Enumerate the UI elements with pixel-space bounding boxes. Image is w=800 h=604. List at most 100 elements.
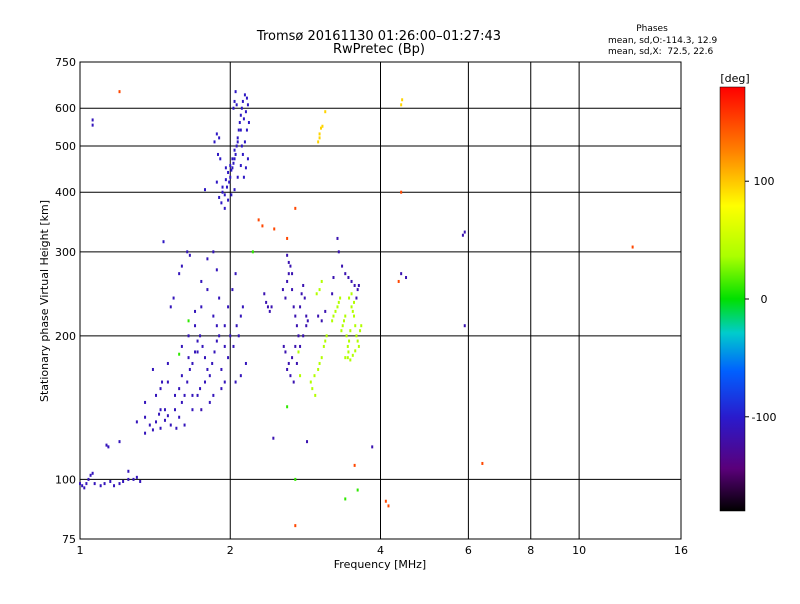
data-point	[286, 405, 289, 409]
y-tick-labels: 75 100 200 300 400 500 600 750	[55, 56, 76, 546]
data-point	[339, 296, 342, 300]
data-point	[172, 296, 175, 300]
data-point	[215, 324, 218, 328]
data-point	[227, 305, 230, 309]
data-point	[320, 319, 323, 323]
data-point	[356, 288, 359, 292]
data-point	[241, 99, 244, 103]
data-point	[186, 380, 189, 384]
data-point	[317, 367, 320, 371]
data-point	[173, 408, 176, 412]
data-point	[118, 482, 121, 486]
data-point	[223, 380, 226, 384]
chart-subtitle: RwPretec (Bp)	[333, 42, 425, 57]
y-tick-label: 100	[55, 473, 76, 486]
data-point	[213, 350, 216, 354]
y-tick-label: 400	[55, 186, 76, 199]
data-point	[183, 393, 186, 397]
data-point	[223, 324, 226, 328]
data-point	[321, 124, 324, 128]
data-point	[83, 486, 86, 490]
data-point	[227, 198, 230, 202]
data-point	[347, 350, 350, 354]
data-point	[183, 423, 186, 427]
data-point	[286, 236, 289, 240]
data-point	[196, 339, 199, 343]
data-point	[234, 90, 237, 94]
data-point	[318, 132, 321, 136]
phases-mean-x: mean, sd,X: 72.5, 22.6	[608, 47, 714, 57]
data-point	[155, 393, 158, 397]
data-point	[237, 128, 240, 132]
colorbar	[719, 86, 746, 512]
data-point	[215, 339, 218, 343]
data-point	[144, 415, 147, 419]
data-point	[188, 253, 191, 257]
data-point	[405, 276, 408, 280]
data-point	[318, 136, 321, 140]
data-point	[232, 161, 235, 165]
data-point	[93, 482, 96, 486]
data-point	[206, 257, 209, 261]
data-point	[127, 469, 130, 473]
x-tick-label: 1	[77, 544, 84, 557]
data-point	[299, 374, 302, 378]
data-point	[331, 292, 334, 296]
data-point	[349, 358, 352, 362]
data-point	[346, 344, 349, 348]
data-point	[317, 314, 320, 318]
data-point	[353, 300, 356, 304]
data-point	[220, 387, 223, 391]
data-point	[180, 374, 183, 378]
data-point	[287, 361, 290, 365]
data-point	[231, 166, 234, 170]
y-tick-label: 750	[55, 56, 76, 69]
data-point	[313, 374, 316, 378]
data-point	[240, 106, 243, 110]
data-point	[289, 264, 292, 268]
data-point	[220, 201, 223, 205]
data-point	[297, 334, 300, 338]
data-point	[400, 103, 403, 107]
data-point	[89, 473, 92, 477]
data-point	[215, 132, 218, 136]
data-point	[350, 305, 353, 309]
data-point	[243, 140, 246, 144]
data-point	[257, 218, 260, 222]
data-point	[337, 300, 340, 304]
data-point	[354, 324, 357, 328]
colorbar-tick-label: 100	[754, 175, 775, 188]
data-point	[263, 292, 266, 296]
y-tick-label: 300	[55, 246, 76, 259]
data-point	[342, 319, 345, 323]
data-point	[292, 305, 295, 309]
data-point	[346, 356, 349, 360]
data-point	[235, 324, 238, 328]
data-point	[305, 324, 308, 328]
data-point	[200, 305, 203, 309]
data-point	[282, 344, 285, 348]
data-point	[320, 356, 323, 360]
data-point	[245, 128, 248, 132]
data-point	[220, 367, 223, 371]
data-point	[232, 106, 235, 110]
data-point	[206, 288, 209, 292]
chart-title: Tromsø 20161130 01:26:00–01:27:43	[256, 29, 501, 44]
data-point	[463, 324, 466, 328]
data-point	[318, 288, 321, 292]
data-point	[122, 479, 125, 483]
y-tick-label: 600	[55, 102, 76, 115]
data-point	[353, 463, 356, 467]
data-point	[234, 272, 237, 276]
data-point	[350, 279, 353, 283]
data-point	[241, 305, 244, 309]
data-point	[239, 374, 242, 378]
data-point	[245, 96, 248, 100]
data-point	[341, 264, 344, 268]
data-point	[201, 344, 204, 348]
data-point	[79, 482, 81, 486]
data-point	[218, 195, 221, 199]
data-point	[196, 350, 199, 354]
data-point	[225, 185, 228, 189]
data-point	[212, 250, 215, 254]
